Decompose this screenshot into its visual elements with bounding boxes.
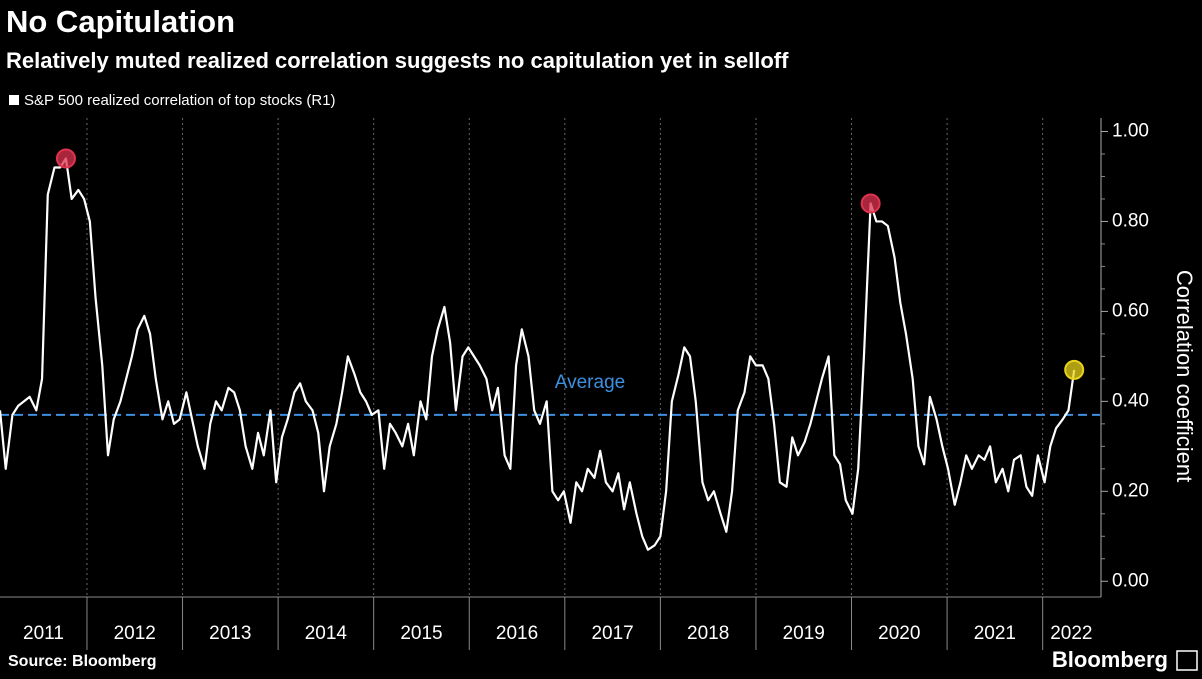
- x-tick-label: 2020: [878, 623, 920, 644]
- y-tick-label: 0.80: [1112, 210, 1149, 231]
- legend-label: S&P 500 realized correlation of top stoc…: [24, 92, 336, 109]
- brand: Bloomberg: [1052, 647, 1168, 672]
- x-tick-label: 2021: [974, 623, 1016, 644]
- highlight-marker: [1064, 359, 1085, 380]
- y-tick-label: 0.60: [1112, 300, 1149, 321]
- highlight-marker: [860, 193, 881, 214]
- x-tick-label: 2016: [496, 623, 538, 644]
- chart-title: No Capitulation: [6, 4, 235, 39]
- series-line: [0, 157, 1076, 551]
- chart-subtitle: Relatively muted realized correlation su…: [6, 48, 789, 73]
- y-tick-label: 0.20: [1112, 480, 1149, 501]
- x-tick-label: 2013: [209, 623, 251, 644]
- y-tick-label: 0.00: [1112, 570, 1149, 591]
- y-tick-label: 0.40: [1112, 390, 1149, 411]
- average-label: Average: [555, 372, 625, 393]
- x-tick-label: 2018: [687, 623, 729, 644]
- y-tick-label: 1.00: [1112, 121, 1149, 142]
- x-tick-label: 2014: [305, 623, 348, 644]
- source: Source: Bloomberg: [8, 653, 156, 670]
- x-tick-label: 2012: [114, 623, 156, 644]
- x-tick-label: 2019: [783, 623, 825, 644]
- x-tick-label: 2015: [400, 623, 442, 644]
- x-tick-label: 2022: [1050, 623, 1092, 644]
- x-tick-label: 2017: [591, 623, 633, 644]
- legend-swatch: [9, 95, 19, 105]
- brand-icon: [1176, 650, 1198, 671]
- highlight-marker: [55, 148, 76, 169]
- y-axis-label: Correlation coefficient: [1172, 270, 1197, 482]
- x-tick-label: 2011: [23, 623, 64, 644]
